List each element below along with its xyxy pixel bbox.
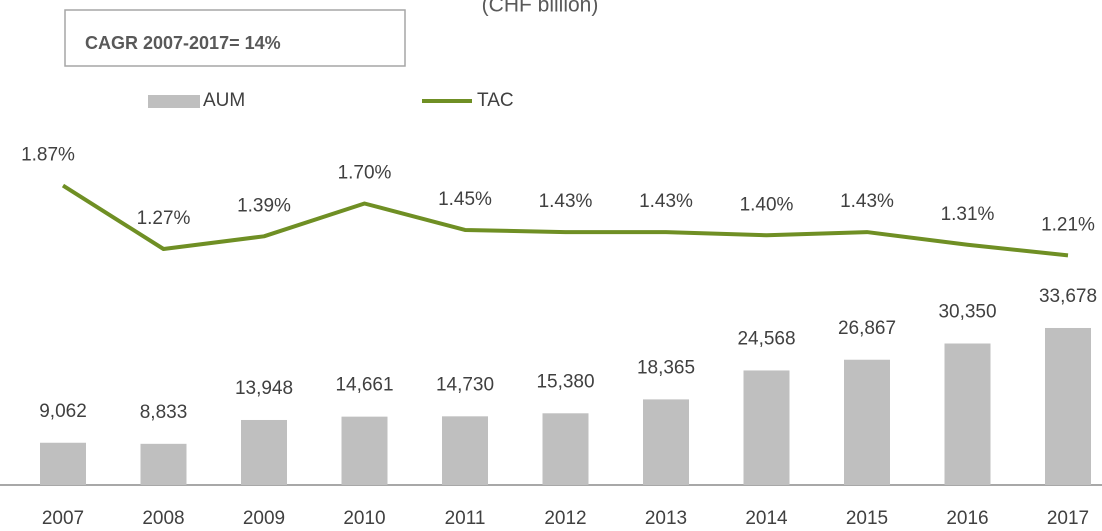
annotation: CAGR 2007-2017= 14% [85,33,281,53]
bar [844,359,890,485]
data-label: 33,678 [1039,286,1097,307]
x-tick-label: 2007 [42,508,84,529]
data-label: 1.31% [941,204,995,225]
x-tick-label: 2008 [142,508,184,529]
data-label: 1.43% [639,191,693,212]
bar [643,399,689,485]
annotation-box [64,9,406,67]
bar [944,343,991,485]
x-tick-label: 2017 [1047,508,1089,529]
data-label: 30,350 [938,302,996,323]
data-label: 18,365 [637,357,695,378]
x-tick-label: 2016 [946,508,988,529]
bar [341,416,388,485]
data-label: 15,380 [536,371,594,392]
data-label: 1.40% [740,194,794,215]
data-label: 13,948 [235,378,293,399]
data-label: 1.87% [21,145,75,166]
data-label: 1.43% [539,191,593,212]
bar [241,419,287,485]
x-tick-label: 2013 [645,508,687,529]
data-label: 1.43% [840,191,894,212]
data-label: 14,730 [436,374,494,395]
x-tick-label: 2015 [846,508,888,529]
data-label: 26,867 [838,318,896,339]
bar [743,370,790,485]
x-tick-label: 2011 [445,508,486,529]
x-tick-label: 2014 [745,508,788,529]
data-label: 1.39% [237,195,291,216]
data-label: 9,062 [39,401,87,422]
data-label: 14,661 [335,375,393,396]
bar [542,413,589,485]
bar [140,443,187,485]
x-tick-label: 2009 [243,508,285,529]
data-label: 1.45% [438,189,492,210]
bar [40,442,86,485]
data-label: 1.21% [1041,214,1095,235]
x-tick-label: 2010 [343,508,385,529]
line [61,183,1069,258]
data-label: 1.70% [338,163,392,184]
data-label: 8,833 [140,402,188,423]
legend-label: TAC [477,90,514,111]
bar [442,416,488,485]
data-label: 24,568 [737,328,795,349]
chart-subtitle: (CHF billion) [482,0,599,17]
legend-swatch [148,95,200,108]
data-label: 1.27% [137,208,191,229]
x-tick-label: 2012 [544,508,586,529]
legend-label: AUM [203,90,245,111]
bar [1045,327,1091,485]
